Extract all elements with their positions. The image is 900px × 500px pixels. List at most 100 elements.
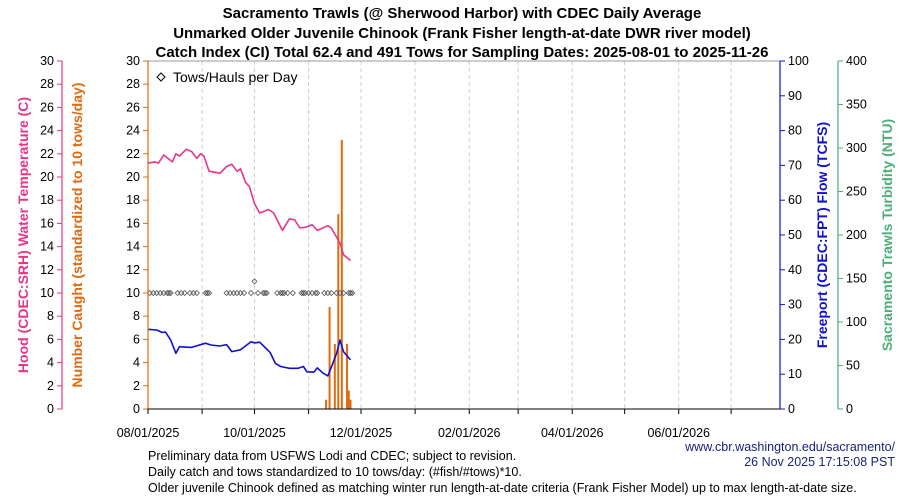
catch-tick-label: 18 — [126, 193, 140, 207]
flow-tick-label: 50 — [788, 228, 802, 242]
catch-bar — [349, 399, 352, 409]
temperature-tick-label: 6 — [47, 332, 54, 346]
turbidity-tick-label: 200 — [846, 228, 867, 242]
title-line-1: Sacramento Trawls (@ Sherwood Harbor) wi… — [223, 5, 702, 22]
tows-diamond — [281, 289, 288, 297]
footer-note-2: Daily catch and tows standardized to 10 … — [148, 465, 522, 479]
turbidity-tick-label: 300 — [846, 141, 867, 155]
tows-diamond — [279, 289, 286, 297]
catch-bar — [328, 306, 331, 409]
catch-tick-label: 16 — [126, 216, 140, 230]
tows-diamond — [178, 289, 185, 297]
catch-bar — [325, 399, 328, 409]
catch-tick-label: 10 — [126, 286, 140, 300]
flow-tick-label: 70 — [788, 158, 802, 172]
legend-label: Tows/Hauls per Day — [173, 69, 298, 85]
catch-bar — [347, 390, 350, 409]
tows-diamond — [300, 289, 307, 297]
x-tick-label: 12/01/2025 — [330, 426, 393, 440]
legend: Tows/Hauls per Day — [156, 69, 298, 85]
flow-tick-label: 10 — [788, 367, 802, 381]
tows-diamond — [157, 289, 164, 297]
tows-diamond — [206, 289, 213, 297]
tows-diamond — [321, 289, 328, 297]
turbidity-tick-label: 150 — [846, 272, 867, 286]
catch-tick-label: 22 — [126, 147, 140, 161]
temperature-tick-label: 26 — [40, 100, 54, 114]
temperature-tick-label: 18 — [40, 193, 54, 207]
tows-diamond — [324, 289, 331, 297]
x-tick-label: 06/01/2026 — [647, 426, 710, 440]
catch-bar — [346, 344, 349, 409]
catch-tick-label: 0 — [133, 402, 140, 416]
tows-diamond — [181, 289, 188, 297]
temperature-tick-label: 0 — [47, 402, 54, 416]
temperature-tick-label: 8 — [47, 309, 54, 323]
turbidity-tick-label: 50 — [846, 359, 860, 373]
catch-tick-label: 28 — [126, 77, 140, 91]
series-lines — [147, 148, 352, 377]
tows-diamond — [160, 289, 167, 297]
grid — [148, 60, 780, 409]
credit-url[interactable]: www.cbr.washington.edu/sacramento/ — [684, 440, 895, 454]
catch-bar — [340, 139, 343, 409]
catch-bar — [333, 344, 336, 409]
chart-title: Sacramento Trawls (@ Sherwood Harbor) wi… — [156, 5, 769, 61]
tows-diamond — [226, 289, 234, 297]
tows-diamond — [340, 289, 347, 297]
tows-diamond — [190, 289, 197, 297]
tows-diamond — [345, 289, 352, 297]
temperature-tick-label: 22 — [40, 147, 54, 161]
tows-diamond — [230, 289, 237, 297]
temperature-line — [147, 148, 352, 262]
tows-diamond — [223, 289, 230, 297]
x-tick-label: 04/01/2026 — [541, 426, 604, 440]
flow-tick-label: 30 — [788, 298, 802, 312]
flow-tick-label: 80 — [788, 124, 802, 138]
credit-timestamp: 26 Nov 2025 17:15:08 PST — [744, 455, 895, 469]
tows-diamond — [277, 289, 284, 297]
tows-diamond — [153, 289, 160, 297]
temperature-tick-label: 10 — [40, 286, 54, 300]
catch-tick-label: 6 — [133, 332, 140, 346]
turbidity-axis-label: Sacramento Trawls Turbidity (NTU) — [879, 119, 895, 351]
temperature-tick-label: 30 — [40, 54, 54, 68]
tows-diamond — [289, 289, 296, 297]
tows-diamond — [312, 289, 319, 297]
tows-diamond — [284, 289, 291, 297]
footer-note-1: Preliminary data from USFWS Lodi and CDE… — [148, 449, 516, 463]
tows-diamond — [202, 289, 209, 297]
tows-diamond — [302, 289, 309, 297]
turbidity-tick-label: 350 — [846, 98, 867, 112]
flow-axis-label: Freeport (CDEC:FPT) Flow (TCFS) — [814, 122, 830, 348]
tows-diamond — [233, 289, 241, 297]
catch-tick-label: 12 — [126, 263, 140, 277]
flow-tick-label: 90 — [788, 89, 802, 103]
x-tick-label: 08/01/2025 — [117, 426, 180, 440]
footer-note-3: Older juvenile Chinook defined as matchi… — [148, 481, 857, 495]
flow-tick-label: 0 — [788, 402, 795, 416]
tows-diamond — [193, 289, 200, 297]
catch-bar — [337, 214, 340, 409]
tows-diamond — [165, 289, 173, 297]
tows-markers — [146, 278, 356, 297]
tows-diamond — [174, 289, 181, 297]
tows-diamond — [150, 289, 157, 297]
catch-tick-label: 24 — [126, 124, 140, 138]
temperature-tick-label: 24 — [40, 124, 54, 138]
flow-tick-label: 20 — [788, 332, 802, 346]
tows-diamond — [328, 289, 335, 297]
temperature-tick-label: 20 — [40, 170, 54, 184]
temperature-axis-label: Hood (CDEC:SRH) Water Temperature (C) — [15, 97, 31, 373]
temperature-tick-label: 4 — [47, 356, 54, 370]
tows-diamond — [298, 289, 305, 297]
tows-diamond — [260, 289, 267, 297]
catch-tick-label: 26 — [126, 100, 140, 114]
title-line-2: Unmarked Older Juvenile Chinook (Frank F… — [173, 25, 751, 42]
catch-tick-label: 14 — [126, 240, 140, 254]
catch-tick-label: 4 — [133, 356, 140, 370]
tows-diamond — [314, 289, 321, 297]
tows-diamond — [274, 289, 281, 297]
tows-diamond — [349, 289, 356, 297]
